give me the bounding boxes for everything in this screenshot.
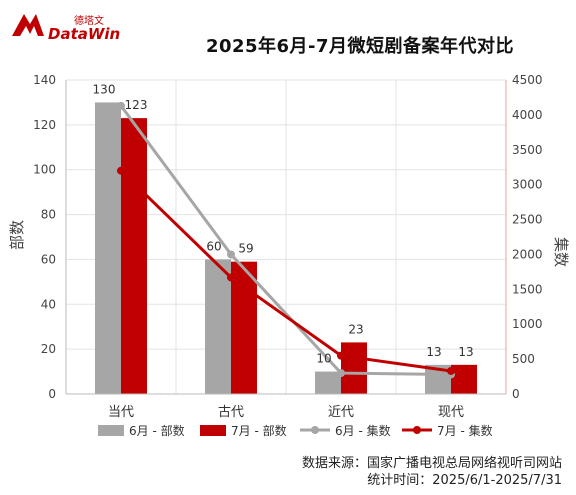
source-text: 数据来源：国家广播电视总局网络视听司网站 (301, 456, 562, 471)
bar-value-label: 130 (93, 82, 116, 96)
series-line (119, 169, 452, 373)
axes: 0 20 40 60 80 100 120 140 0 500 1000 1500 2000 2500 30… (33, 73, 542, 420)
bar (121, 118, 147, 394)
bar (95, 102, 121, 394)
bar (205, 259, 231, 394)
y-tick-label-right: 3500 (512, 143, 543, 157)
bar (315, 371, 341, 394)
period-text: 统计时间：2025/6/1-2025/7/31 (367, 473, 562, 488)
y-tick-label-left: 80 (41, 208, 56, 222)
y-tick-label-left: 60 (41, 252, 56, 266)
line-point (117, 166, 125, 175)
series-line (119, 104, 452, 376)
legend-marker (413, 426, 421, 434)
legend-swatch (98, 425, 124, 436)
y-tick-label-right: 2000 (512, 247, 543, 261)
line-point (117, 101, 125, 110)
datawin-logo: 德塔文 DataWin (12, 14, 120, 43)
bar (341, 342, 367, 394)
bars (95, 102, 477, 394)
line-point (337, 351, 345, 360)
y-tick-label-right: 1000 (512, 317, 543, 331)
bar (231, 261, 257, 394)
data-labels: 130 60 10 13 123 59 23 13 (93, 82, 474, 365)
y-tick-label-left: 120 (33, 118, 56, 132)
bar-value-label: 10 (316, 352, 331, 366)
y-tick-label-left: 140 (33, 73, 56, 87)
legend-label: 6月 - 集数 (335, 423, 391, 438)
legend: 6月 - 部数 7月 - 部数 6月 - 集数 7月 - 集数 (98, 423, 493, 438)
y-axis-title-left: 部数 (8, 220, 26, 250)
x-tick-label: 当代 (108, 405, 134, 420)
legend-swatch (200, 425, 226, 436)
x-tick-label: 古代 (218, 405, 244, 420)
line-point (337, 369, 345, 378)
y-tick-label-right: 4500 (512, 73, 543, 87)
line-point (447, 366, 455, 375)
y-tick-label-left: 100 (33, 163, 56, 177)
bar-value-label: 60 (206, 239, 221, 253)
logo-mark-icon (12, 14, 44, 36)
y-axis-title-right: 集数 (552, 237, 570, 267)
chart: 0 20 40 60 80 100 120 140 0 500 1000 1500 2000 2500 30… (8, 73, 570, 438)
legend-marker (311, 426, 319, 434)
bar-value-label: 23 (348, 322, 363, 336)
y-tick-label-right: 2500 (512, 213, 543, 227)
lines (117, 101, 455, 379)
line-point (227, 273, 235, 282)
y-tick-label-right: 500 (512, 352, 535, 366)
bar-value-label: 59 (238, 242, 253, 256)
y-tick-label-left: 40 (41, 297, 56, 311)
legend-label: 7月 - 集数 (437, 423, 493, 438)
y-tick-label-right: 4000 (512, 108, 543, 122)
y-tick-label-left: 0 (48, 387, 56, 401)
bar (451, 364, 477, 394)
y-tick-label-right: 0 (512, 387, 520, 401)
bar-value-label: 123 (125, 98, 148, 112)
x-tick-label: 现代 (438, 405, 464, 420)
chart-title: 2025年6月-7月微短剧备案年代对比 (205, 36, 515, 57)
y-tick-label-right: 3000 (512, 178, 543, 192)
y-tick-label-right: 1500 (512, 282, 543, 296)
footer: 数据来源：国家广播电视总局网络视听司网站 统计时间：2025/6/1-2025/… (302, 455, 562, 489)
bar-value-label: 13 (426, 345, 441, 359)
line-point (227, 250, 235, 259)
logo-cn: 德塔文 (74, 14, 104, 27)
x-tick-label: 近代 (328, 405, 354, 420)
legend-label: 7月 - 部数 (231, 423, 287, 438)
legend-label: 6月 - 部数 (129, 423, 185, 438)
logo-en: DataWin (48, 25, 120, 43)
bar-value-label: 13 (458, 345, 473, 359)
y-tick-label-left: 20 (41, 342, 56, 356)
